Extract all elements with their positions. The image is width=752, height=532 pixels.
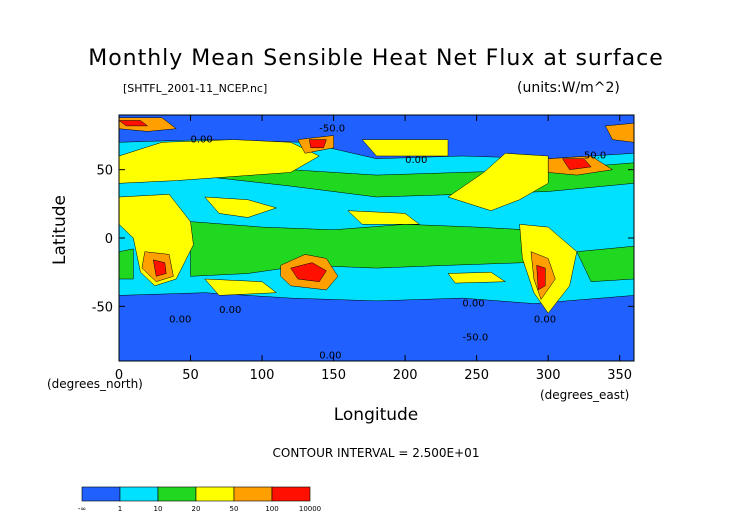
flux-patch-23 — [361, 139, 449, 157]
contour-interval: CONTOUR INTERVAL = 2.500E+01 — [272, 446, 480, 460]
colorbar-label: 10 — [154, 505, 163, 513]
flux-patch-20 — [119, 120, 149, 127]
flux-patch-24 — [605, 122, 634, 143]
colorbar-label: 50 — [230, 505, 239, 513]
x-tick-label: 0 — [115, 368, 123, 383]
contour-label: 0.00 — [534, 315, 556, 326]
y-tick-label: -50 — [92, 300, 113, 315]
x-tick-label: 200 — [393, 368, 418, 383]
colorbar-label: 1 — [118, 505, 122, 513]
contour-label: 0.00 — [319, 350, 341, 361]
colorbar-label: 10000 — [299, 505, 321, 513]
flux-patch-26 — [447, 271, 507, 284]
y-axis-label: Latitude — [50, 195, 70, 265]
colorbar-swatch — [233, 486, 273, 502]
colorbar-label: -∞ — [78, 505, 86, 513]
contour-label: 0.00 — [191, 134, 213, 145]
x-tick-label: 100 — [250, 368, 275, 383]
colorbar-swatch — [271, 486, 311, 502]
flux-patch-27 — [204, 278, 278, 296]
y-axis-units: (degrees_north) — [47, 377, 143, 391]
contour-label: -50.0 — [462, 333, 488, 344]
flux-patch-25 — [347, 210, 421, 225]
page-title: Monthly Mean Sensible Heat Net Flux at s… — [88, 46, 664, 71]
heat-flux-map: -50.0 0.00 0.00 0.00 0.00 0.00 0.00 0.00 50.0 -50… — [119, 115, 634, 361]
contour-label: 50.0 — [584, 151, 606, 162]
x-tick-label: 300 — [536, 368, 561, 383]
x-axis-units: (degrees_east) — [540, 388, 630, 402]
flux-patch-10 — [152, 259, 167, 277]
colorbar-label: 20 — [192, 505, 201, 513]
flux-patch-12 — [290, 262, 327, 282]
x-axis-label: Longitude — [333, 405, 419, 425]
colorbar: -∞ 1 10 20 50 100 10000 — [78, 486, 321, 513]
flux-patch-18 — [536, 264, 546, 291]
x-tick-label: 150 — [321, 368, 346, 383]
contour-label: -50.0 — [319, 123, 345, 134]
x-tick-label: 50 — [182, 368, 199, 383]
x-tick-label: 350 — [607, 368, 632, 383]
units-label: (units:W/m^2) — [517, 80, 620, 96]
flux-patch-3 — [576, 245, 634, 282]
flux-patch-15 — [562, 158, 592, 170]
colorbar-swatch — [157, 486, 197, 502]
file-name: [SHTFL_2001-11_NCEP.nc] — [123, 82, 268, 95]
colorbar-swatch — [119, 486, 159, 502]
flux-patch-22 — [309, 139, 327, 149]
contour-label: 0.00 — [462, 298, 484, 309]
colorbar-swatch — [81, 486, 121, 502]
flux-patch-7 — [204, 196, 278, 218]
colorbar-label: 100 — [265, 505, 278, 513]
flux-patch-0 — [119, 115, 634, 159]
y-tick-label: 0 — [105, 232, 113, 247]
axis-ticks: 0 50 100 150 200 250 300 350 -50 0 50 — [92, 115, 634, 383]
y-tick-label: 50 — [96, 164, 113, 179]
flux-patch-8 — [119, 194, 194, 287]
contour-label: 0.00 — [169, 315, 191, 326]
colorbar-swatch — [195, 486, 235, 502]
contour-label: 0.00 — [405, 155, 427, 166]
x-tick-label: 250 — [464, 368, 489, 383]
flux-patch-4 — [119, 248, 134, 280]
contour-label: 0.00 — [219, 305, 241, 316]
flux-patch-1 — [119, 292, 634, 361]
